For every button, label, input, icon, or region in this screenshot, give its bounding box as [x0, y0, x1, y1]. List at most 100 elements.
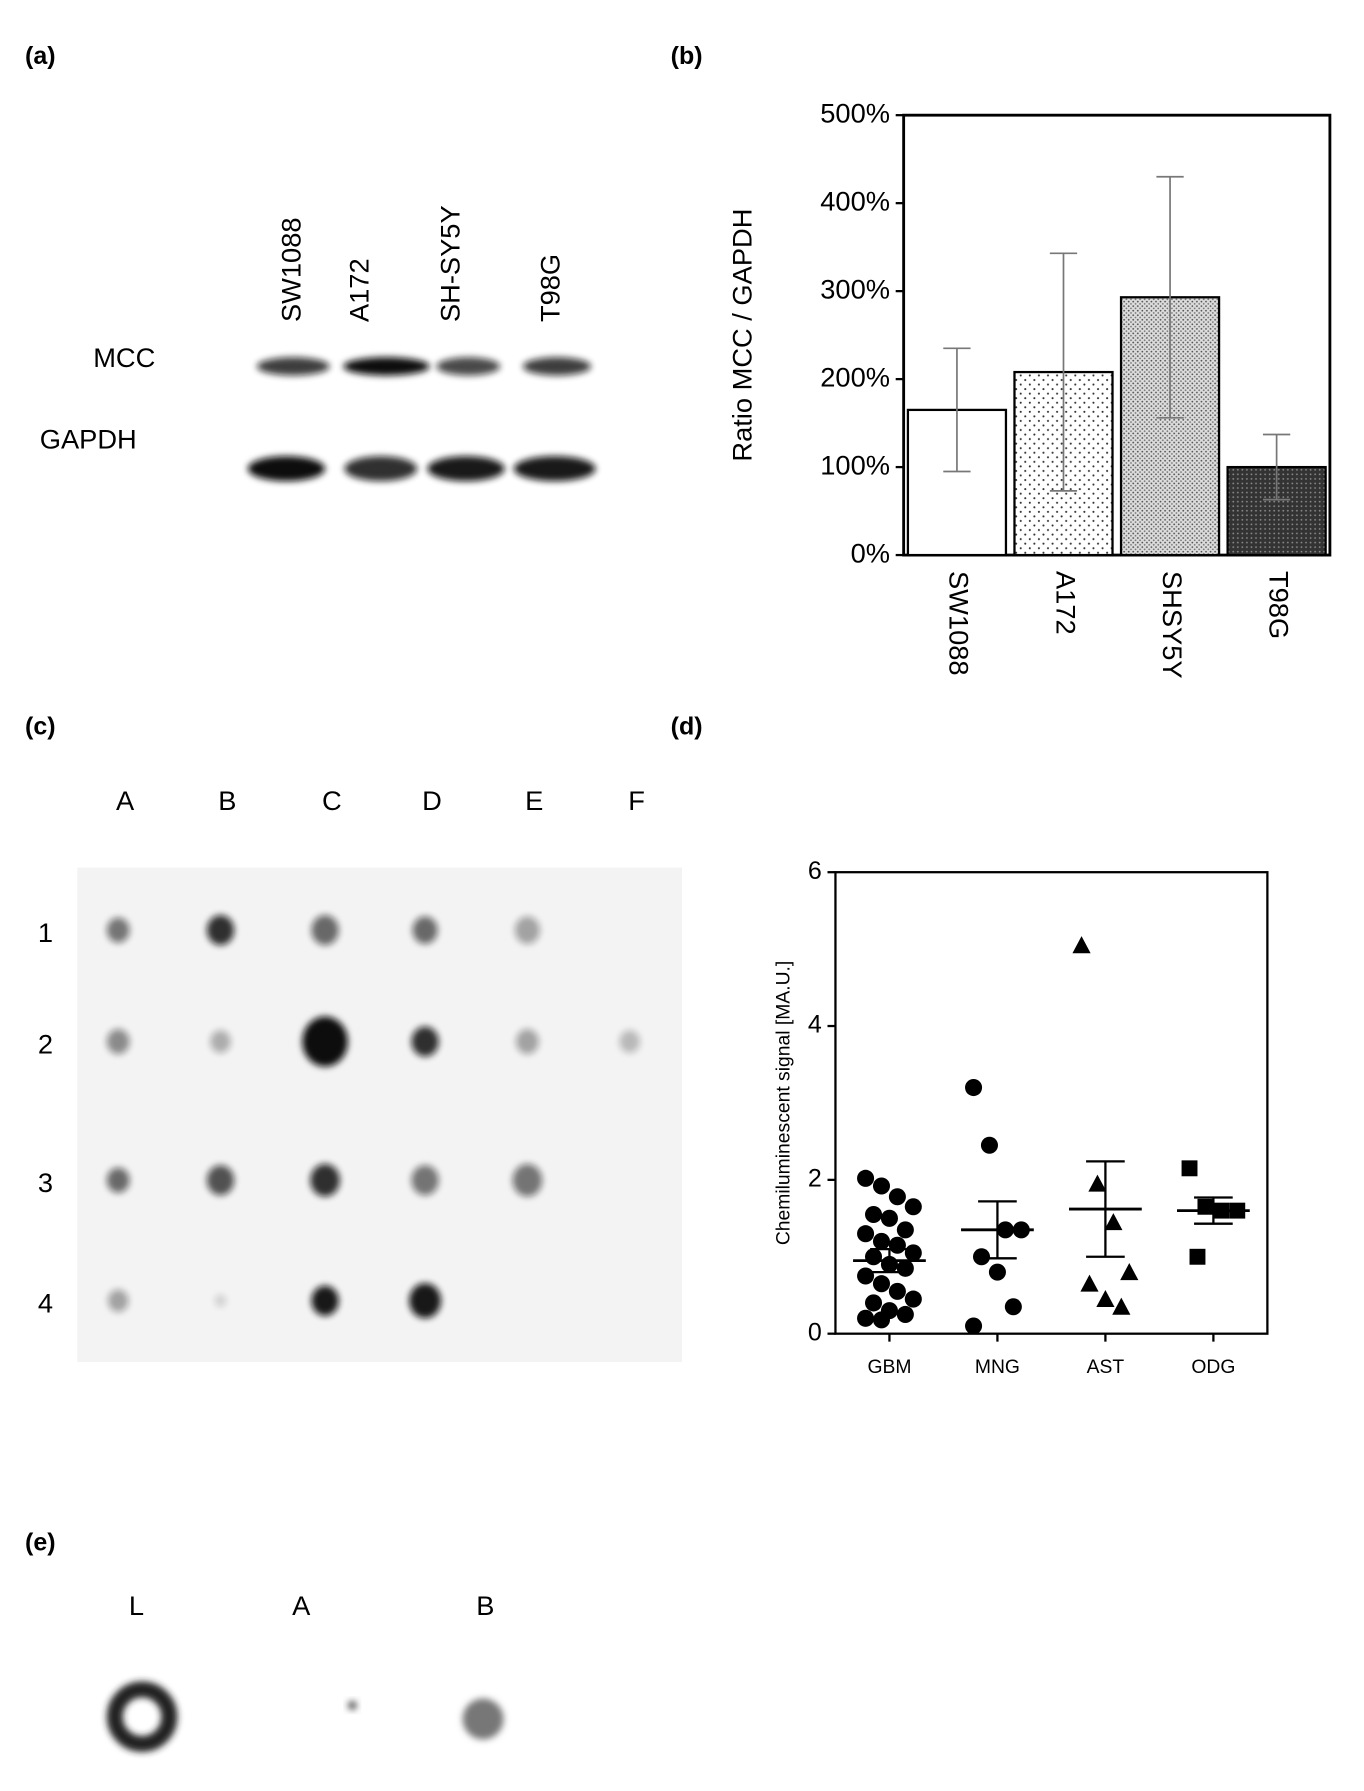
band [247, 456, 326, 482]
band [256, 357, 330, 376]
panel-label: (d) [671, 712, 703, 740]
blot-dot [411, 1165, 439, 1196]
point [988, 1263, 1006, 1281]
point [1181, 1160, 1198, 1177]
point [1096, 1289, 1115, 1308]
plot-frame [834, 871, 1269, 1335]
lane-label: SW1088 [275, 217, 306, 322]
point [1088, 1174, 1107, 1192]
point [896, 1259, 914, 1277]
y-axis-label: Chemiluminescent signal [MA.U.] [773, 961, 794, 1245]
point [965, 1317, 983, 1335]
point [1072, 936, 1091, 954]
point [1189, 1248, 1206, 1265]
lane-label: L [129, 1590, 144, 1621]
blot-dot [512, 1163, 543, 1197]
point [896, 1305, 914, 1323]
point [872, 1177, 891, 1195]
point [888, 1236, 906, 1254]
x-tick-label: GBM [867, 1357, 911, 1378]
x-tick-label: A172 [1050, 571, 1081, 635]
point [857, 1309, 875, 1327]
point [872, 1275, 891, 1293]
blot-dot [206, 915, 235, 946]
band [343, 357, 430, 376]
y-tick-label: 0 [808, 1318, 822, 1346]
band [427, 456, 505, 482]
blot-dot [106, 1029, 130, 1055]
panel-label: (c) [25, 712, 56, 740]
blot-dot [412, 916, 438, 944]
lane-label: SH-SY5Y [435, 205, 466, 322]
point [972, 1248, 991, 1266]
y-axis-label: Ratio MCC / GAPDH [727, 209, 758, 462]
y-tick-label: 4 [808, 1011, 822, 1039]
lane-label: A172 [344, 258, 375, 322]
y-tick-label: 6 [808, 857, 822, 885]
blot-dot [310, 1163, 340, 1197]
point [1104, 1213, 1123, 1231]
x-tick-label: SW1088 [944, 571, 975, 676]
lane-label: B [476, 1590, 494, 1621]
blot-dot [462, 1698, 504, 1740]
point [896, 1221, 914, 1239]
column-label: E [525, 785, 543, 816]
panel-label: (e) [25, 1529, 56, 1557]
point [980, 1136, 998, 1154]
blot-dot [514, 916, 540, 944]
y-tick-label: 300% [820, 273, 890, 304]
panels: (a) (b) (c) (d) (e) SW1088 A172 SH-SY5Y T98G MCC G… [25, 42, 1332, 1752]
x-tick-label: T98G [1263, 571, 1294, 639]
blot-dot [106, 1681, 178, 1752]
x-tick-label: MNG [975, 1357, 1020, 1378]
point [865, 1205, 883, 1223]
blot-dot [106, 1167, 130, 1193]
blot-dot [619, 1030, 640, 1053]
blot-dot [214, 1294, 227, 1307]
x-tick-label: AST [1087, 1357, 1125, 1378]
plot-frame [902, 113, 1332, 557]
point [865, 1248, 883, 1266]
point [904, 1244, 922, 1262]
y-tick-label: 500% [820, 97, 890, 128]
panel-label: (a) [25, 42, 56, 70]
point [965, 1079, 983, 1097]
row-label: GAPDH [40, 424, 137, 455]
column-label: D [422, 785, 442, 816]
blot-dot [106, 917, 130, 943]
row-label: 4 [38, 1287, 53, 1318]
point [888, 1188, 906, 1206]
point [1120, 1263, 1139, 1281]
blot-dot [210, 1030, 231, 1053]
point [872, 1232, 891, 1250]
blot-dot [107, 1289, 129, 1312]
point [857, 1267, 875, 1285]
blot-dot [347, 1700, 357, 1710]
point [1197, 1198, 1214, 1215]
point [865, 1294, 883, 1312]
band [513, 456, 596, 482]
band [344, 456, 418, 482]
row-label: 1 [38, 917, 53, 948]
column-label: B [218, 785, 236, 816]
blot-dot [411, 1026, 439, 1057]
y-tick-label: 100% [820, 449, 890, 480]
point [904, 1290, 922, 1308]
blot-dot [409, 1283, 442, 1319]
point [1004, 1298, 1022, 1316]
point [880, 1209, 898, 1227]
y-tick-label: 200% [820, 361, 890, 392]
panel-label: (b) [671, 42, 703, 70]
lane-label: A [292, 1590, 311, 1621]
point [857, 1225, 875, 1243]
point [904, 1198, 922, 1216]
point [1112, 1297, 1131, 1315]
point [888, 1282, 906, 1300]
x-tick-label: ODG [1191, 1357, 1235, 1378]
row-label: MCC [93, 342, 155, 373]
x-tick-label: SHSY5Y [1157, 571, 1188, 679]
y-tick-label: 0% [851, 537, 890, 568]
blot-dot [311, 1285, 339, 1316]
column-label: C [322, 785, 342, 816]
